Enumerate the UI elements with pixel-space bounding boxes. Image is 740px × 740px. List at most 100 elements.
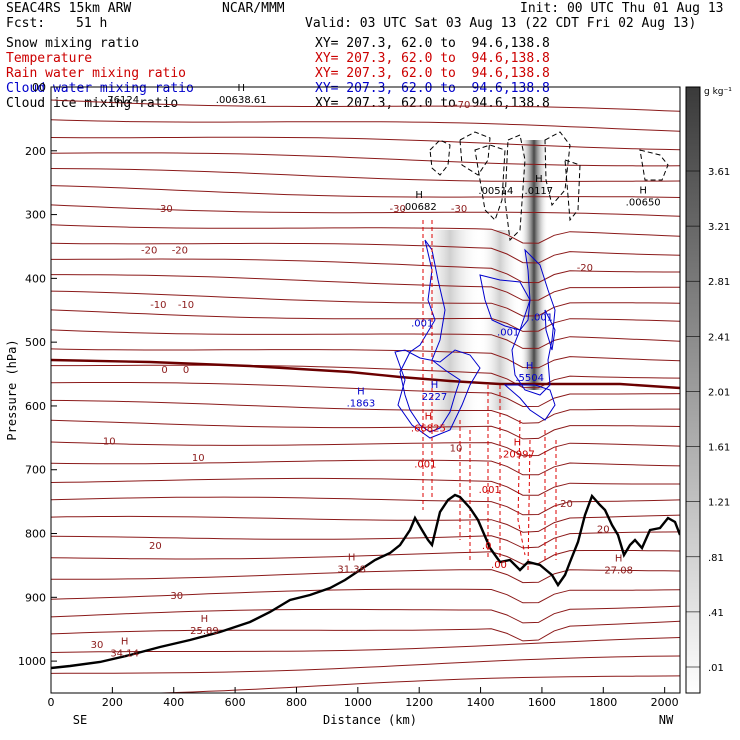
colorbar-tick-label: 1.61 xyxy=(708,443,730,454)
contour-label: -20 xyxy=(172,246,188,257)
colorbar-tick-label: 3.61 xyxy=(708,167,730,178)
isotherm-line xyxy=(51,99,680,112)
isotherm-line xyxy=(51,224,680,244)
y-tick-label: 800 xyxy=(25,528,46,541)
colorbar-tick-label: 3.21 xyxy=(708,222,730,233)
legend-rain: Rain water mixing ratio xyxy=(6,66,187,81)
isotherm-line xyxy=(51,185,680,198)
y-tick-label: 700 xyxy=(25,464,46,477)
contour-label: 0 xyxy=(161,365,167,376)
legend-temperature: Temperature xyxy=(6,51,93,66)
temperature-contours xyxy=(51,99,680,693)
legend-temperature-xy: XY= 207.3, 62.0 to 94.6,138.8 xyxy=(315,51,550,66)
y-tick-label: 1000 xyxy=(18,655,46,668)
maximum-value: .00514 xyxy=(478,186,513,197)
contour-label: 20 xyxy=(149,541,162,552)
colorbar-ramp xyxy=(685,86,701,694)
y-tick-label: 600 xyxy=(25,400,46,413)
model-title: SEAC4RS 15km ARW xyxy=(6,1,132,16)
maximum-value: .00682 xyxy=(402,202,437,213)
contour-label: 10 xyxy=(192,453,205,464)
contour-label: 20 xyxy=(560,499,573,510)
maximum-value: .1863 xyxy=(347,398,376,409)
isotherm-line xyxy=(51,419,680,440)
x-tick-label: 200 xyxy=(102,696,123,709)
snow-shading-weak-2 xyxy=(480,230,520,410)
maximum-marker: H xyxy=(639,186,647,197)
maximum-marker: H xyxy=(615,554,623,565)
isotherm-line xyxy=(51,569,680,584)
maximum-marker: H xyxy=(237,83,245,94)
isotherm-line xyxy=(51,204,680,217)
x-tick-label: 600 xyxy=(225,696,246,709)
fcst-value: 51 h xyxy=(76,16,108,31)
x-axis-title: Distance (km) xyxy=(323,713,417,727)
legend-cloud-water: Cloud water mixing ratio xyxy=(6,81,194,96)
endpoint-left: SE xyxy=(73,713,87,727)
colorbar: g kg⁻¹ 3.61 3.21 2.81 2.41 2.01 1.61 1.21 .81 .4… xyxy=(685,86,732,694)
maximum-marker: H xyxy=(201,614,209,625)
y-axis-title: Pressure (hPa) xyxy=(5,339,19,440)
isotherm-line xyxy=(51,550,680,565)
contour-label: 20 xyxy=(597,524,610,535)
isotherm-line xyxy=(51,242,680,264)
x-tick-label: 2000 xyxy=(651,696,679,709)
colorbar-tick-label: 2.81 xyxy=(708,277,730,288)
isotherm-line xyxy=(51,531,680,549)
isotherm-line xyxy=(51,459,680,476)
maximum-value: .0117 xyxy=(525,186,554,197)
legend-cloud-ice-xy: XY= 207.3, 62.0 to 94.6,138.8 xyxy=(315,96,550,111)
colorbar-tick-label: 2.41 xyxy=(708,332,730,343)
plot-frame xyxy=(50,86,681,694)
y-tick-label: 900 xyxy=(25,591,46,604)
y-axis: 200 300 400 500 600 700 800 900 1000 00 xyxy=(18,81,57,668)
endpoint-right: NW xyxy=(659,713,674,727)
colorbar-tick-label: .41 xyxy=(708,608,724,619)
isotherm-line xyxy=(51,290,680,317)
maximum-value: .66825 xyxy=(411,423,446,434)
maximum-marker: H xyxy=(425,411,433,422)
colorbar-tick-label: 1.21 xyxy=(708,498,730,509)
isotherm-line xyxy=(51,274,680,301)
maximum-value: .00638.61 xyxy=(216,95,267,106)
maximum-marker: H xyxy=(348,552,356,563)
contour-label: 30 xyxy=(91,640,104,651)
x-axis: 0 200 400 600 800 1000 1200 1400 1600 1800 2000 xyxy=(48,687,679,709)
colorbar-tick-label: 2.01 xyxy=(708,387,730,398)
maximum-marker: H xyxy=(535,174,543,185)
isotherm-line xyxy=(51,152,680,167)
maximum-marker: H xyxy=(121,637,129,648)
fcst-label: Fcst: xyxy=(6,16,46,31)
y-tick-label: 400 xyxy=(25,272,46,285)
contour-label: .00 xyxy=(491,560,507,571)
contour-label: -10 xyxy=(150,300,166,311)
isotherm-line xyxy=(51,168,680,183)
contour-label: 10 xyxy=(450,443,463,454)
isotherm-line xyxy=(51,309,680,332)
maximum-value: .76124 xyxy=(104,95,139,106)
y-top-label: 00 xyxy=(32,81,46,94)
isotherm-line xyxy=(51,496,680,516)
maximum-value: .20997 xyxy=(500,450,535,461)
isotherm-line xyxy=(51,514,680,533)
contour-label: -30 xyxy=(390,204,406,215)
x-tick-label: 1800 xyxy=(589,696,617,709)
isotherm-line xyxy=(51,441,680,457)
maximum-value: 27.08 xyxy=(604,566,633,577)
contour-label: -70 xyxy=(454,100,470,111)
colorbar-units: g kg⁻¹ xyxy=(704,87,732,97)
maximum-value: 2227 xyxy=(422,392,447,403)
cloud-water-contours xyxy=(394,239,556,439)
y-tick-label: 500 xyxy=(25,336,46,349)
colorbar-tick-label: .81 xyxy=(708,553,724,564)
maximum-value: .00650 xyxy=(626,198,661,209)
contour-label: 10 xyxy=(103,436,116,447)
maximum-value: .001 xyxy=(497,328,519,339)
isotherm-line xyxy=(51,637,680,653)
y-tick-label: 200 xyxy=(25,145,46,158)
isotherm-line xyxy=(51,655,680,674)
cloud-ice-contours xyxy=(429,131,669,242)
maximum-value: 34.14 xyxy=(110,649,139,660)
contour-label: -10 xyxy=(178,300,194,311)
